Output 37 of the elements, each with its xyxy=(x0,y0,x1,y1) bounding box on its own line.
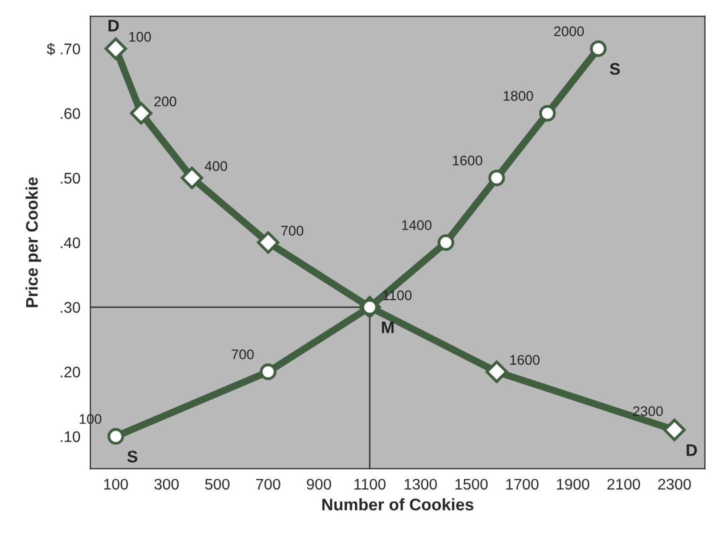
annotation: S xyxy=(610,62,620,75)
y-axis-title: Price per Cookie xyxy=(26,177,42,308)
annotation: 1400 xyxy=(402,220,432,230)
y-tick-label: .10 xyxy=(60,431,80,442)
annotation: 1800 xyxy=(504,90,534,101)
x-tick-label: 1700 xyxy=(506,478,538,490)
y-tick-label: .30 xyxy=(60,302,80,313)
x-tick-label: 900 xyxy=(306,478,332,490)
annotation: D xyxy=(686,444,697,456)
annotation: 100 xyxy=(129,32,151,42)
annotation: M xyxy=(382,322,394,334)
y-tick-label: $ .70 xyxy=(46,42,80,56)
x-tick-label: 100 xyxy=(104,478,128,490)
x-tick-label: 2100 xyxy=(607,478,640,490)
y-tick-label: .40 xyxy=(60,237,80,248)
annotation: 2300 xyxy=(633,406,663,416)
annotation: 2000 xyxy=(554,26,584,36)
annotation: 700 xyxy=(232,349,254,360)
annotation: S xyxy=(127,450,138,463)
y-tick-label: .20 xyxy=(60,366,80,378)
x-tick-label: 2300 xyxy=(658,478,691,490)
x-tick-label: 1500 xyxy=(455,478,488,490)
x-tick-label: 300 xyxy=(154,478,179,490)
annotation: D xyxy=(108,20,119,32)
x-tick-label: 700 xyxy=(256,478,280,490)
y-tick-label: .50 xyxy=(60,172,80,184)
x-tick-label: 500 xyxy=(205,478,230,490)
annotation: 200 xyxy=(154,96,176,106)
x-tick-label: 1300 xyxy=(404,478,437,490)
x-tick-label: 1900 xyxy=(557,478,590,490)
x-tick-label: 1100 xyxy=(354,478,386,490)
x-axis-title: Number of Cookies xyxy=(322,498,474,510)
annotation: 1600 xyxy=(452,156,482,166)
annotation: 400 xyxy=(204,161,228,171)
annotation: 700 xyxy=(281,226,304,236)
y-tick-label: .60 xyxy=(60,108,80,119)
annotation: 1600 xyxy=(510,355,540,365)
